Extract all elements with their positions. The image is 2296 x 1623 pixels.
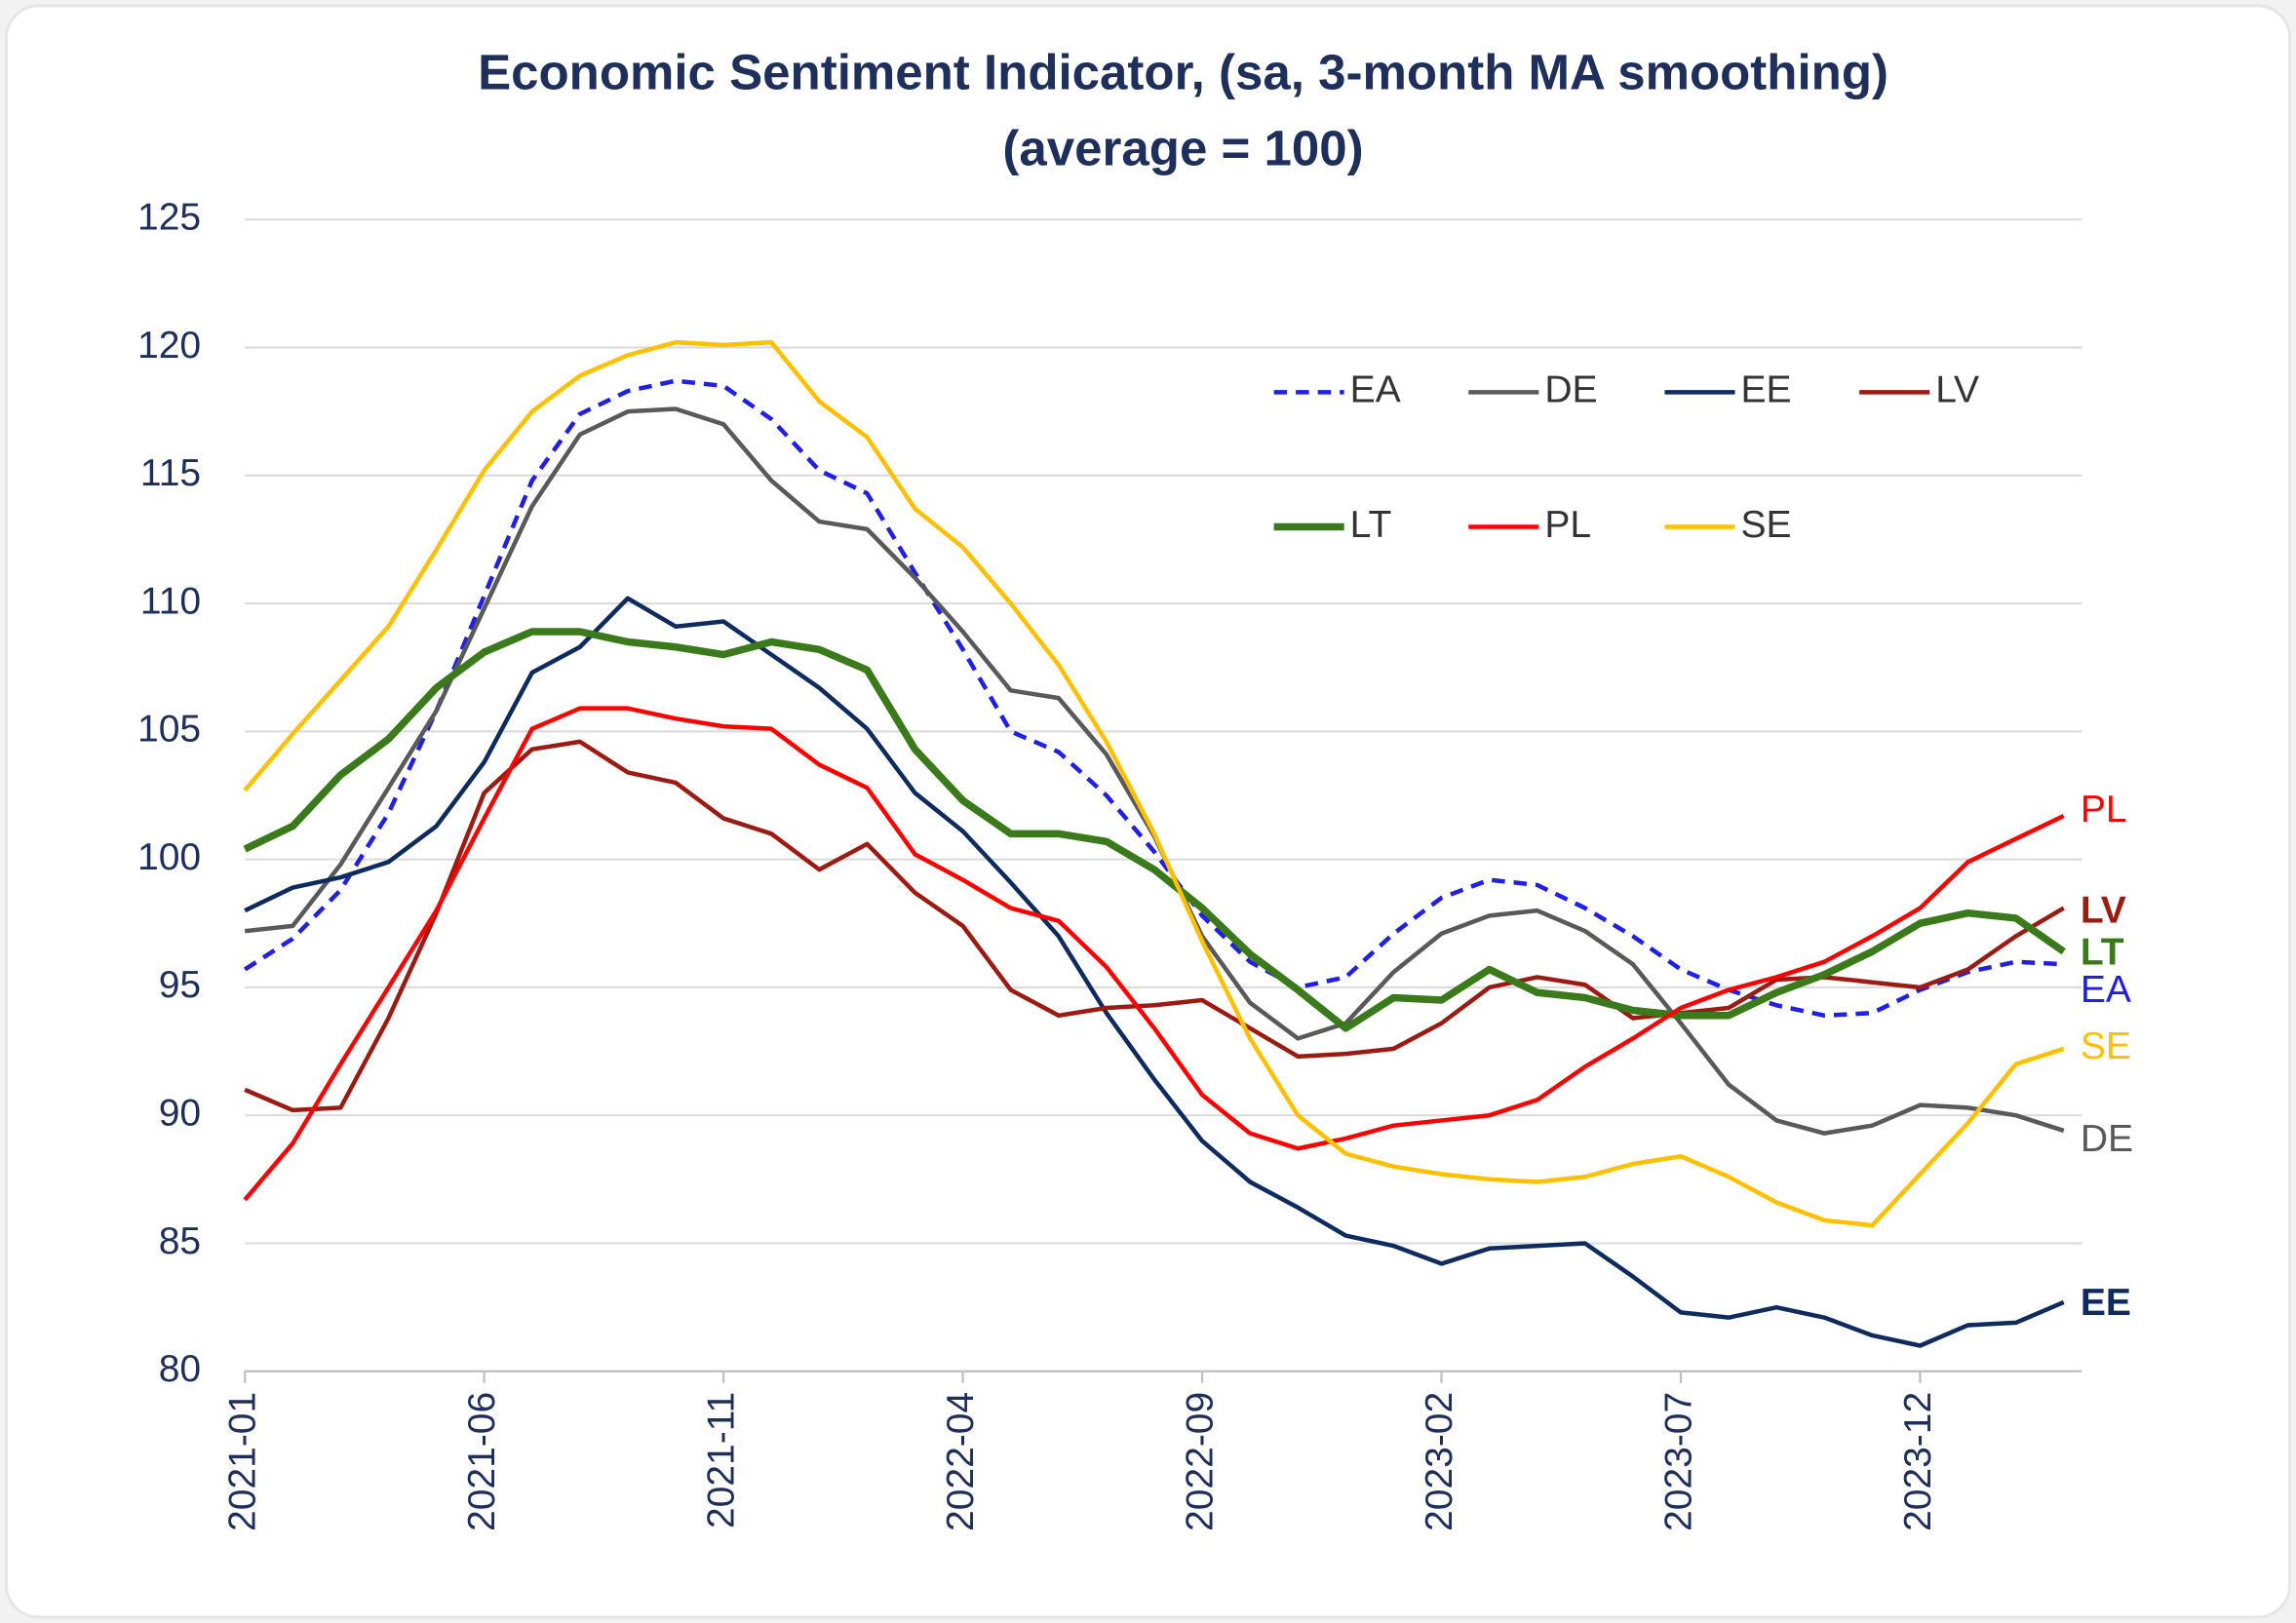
y-tick-label: 125 — [137, 197, 201, 239]
end-label: EA — [2081, 969, 2131, 1011]
x-tick-label: 2023-02 — [1419, 1392, 1460, 1531]
x-tick-label: 2021-01 — [221, 1392, 263, 1531]
x-tick-label: 2023-12 — [1897, 1392, 1939, 1531]
chart-subtitle: (average = 100) — [1002, 121, 1363, 176]
series-line — [244, 596, 2065, 1348]
series-line — [243, 339, 2065, 1228]
end-label: LV — [2081, 889, 2126, 931]
end-label: DE — [2081, 1118, 2133, 1160]
end-label: SE — [2081, 1025, 2131, 1067]
x-tick-label: 2021-06 — [461, 1392, 503, 1531]
series-line — [243, 706, 2065, 1202]
series-line — [244, 739, 2065, 1113]
y-tick-label: 110 — [140, 580, 201, 622]
y-tick-label: 95 — [159, 964, 201, 1006]
legend-label: LT — [1350, 504, 1392, 546]
end-label: LT — [2081, 931, 2124, 973]
y-tick-label: 100 — [137, 836, 201, 878]
end-label: EE — [2081, 1282, 2131, 1324]
legend-label: EE — [1741, 369, 1792, 411]
series-line — [243, 628, 2066, 1032]
y-tick-label: 105 — [137, 709, 201, 751]
y-tick-label: 80 — [159, 1348, 201, 1390]
chart-title: Economic Sentiment Indicator, (sa, 3-mon… — [478, 45, 1888, 100]
y-tick-label: 115 — [140, 452, 201, 494]
card — [4, 4, 2292, 1619]
legend-label: DE — [1544, 369, 1597, 411]
y-tick-label: 85 — [159, 1220, 201, 1262]
legend-label: EA — [1350, 369, 1401, 411]
x-tick-label: 2021-11 — [700, 1392, 742, 1528]
x-tick-label: 2022-09 — [1179, 1392, 1221, 1531]
x-tick-label: 2022-04 — [940, 1392, 982, 1531]
end-label: PL — [2081, 789, 2127, 831]
x-tick-label: 2023-07 — [1657, 1392, 1699, 1531]
legend-label: PL — [1544, 504, 1591, 546]
y-tick-label: 90 — [159, 1093, 201, 1135]
y-tick-label: 120 — [137, 325, 201, 367]
legend-label: SE — [1741, 504, 1792, 546]
legend-label: LV — [1935, 369, 1979, 411]
